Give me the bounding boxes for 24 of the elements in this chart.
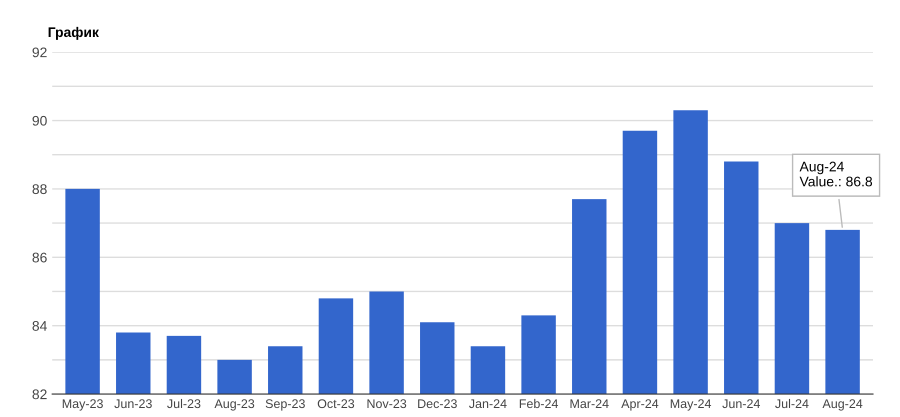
x-tick-label: May-23 — [62, 399, 103, 411]
x-tick-label: Jul-24 — [775, 398, 809, 408]
chart-title: График — [48, 26, 99, 40]
x-tick-label: Jun-24 — [722, 399, 760, 408]
x-tick-label: Jan-24 — [469, 399, 507, 408]
x-tick-label: Mar-24 — [570, 399, 609, 408]
y-tick-label: 92 — [32, 47, 47, 58]
x-tick-label: Aug-24 — [822, 399, 862, 411]
x-tick-label: Jun-23 — [114, 399, 152, 408]
y-tick-label: 82 — [32, 389, 47, 400]
y-tick-label: 84 — [32, 321, 47, 331]
y-tick-label: 86 — [32, 252, 47, 262]
x-tick-label: Sep-23 — [266, 399, 305, 411]
x-tick-label: Nov-23 — [367, 399, 406, 408]
x-tick-label: Aug-23 — [214, 399, 254, 411]
y-tick-label: 88 — [32, 184, 47, 194]
annotation: Aug-24 Value.: 86.8 — [800, 162, 872, 186]
x-tick-label: Feb-24 — [520, 398, 558, 408]
x-tick-label: Oct-23 — [318, 399, 354, 408]
x-tick-label: Jul-23 — [167, 398, 200, 408]
x-tick-label: May-24 — [670, 399, 712, 411]
x-tick-label: Dec-23 — [418, 399, 457, 408]
x-tick-label: Apr-24 — [621, 399, 658, 411]
y-tick-label: 90 — [32, 116, 47, 126]
